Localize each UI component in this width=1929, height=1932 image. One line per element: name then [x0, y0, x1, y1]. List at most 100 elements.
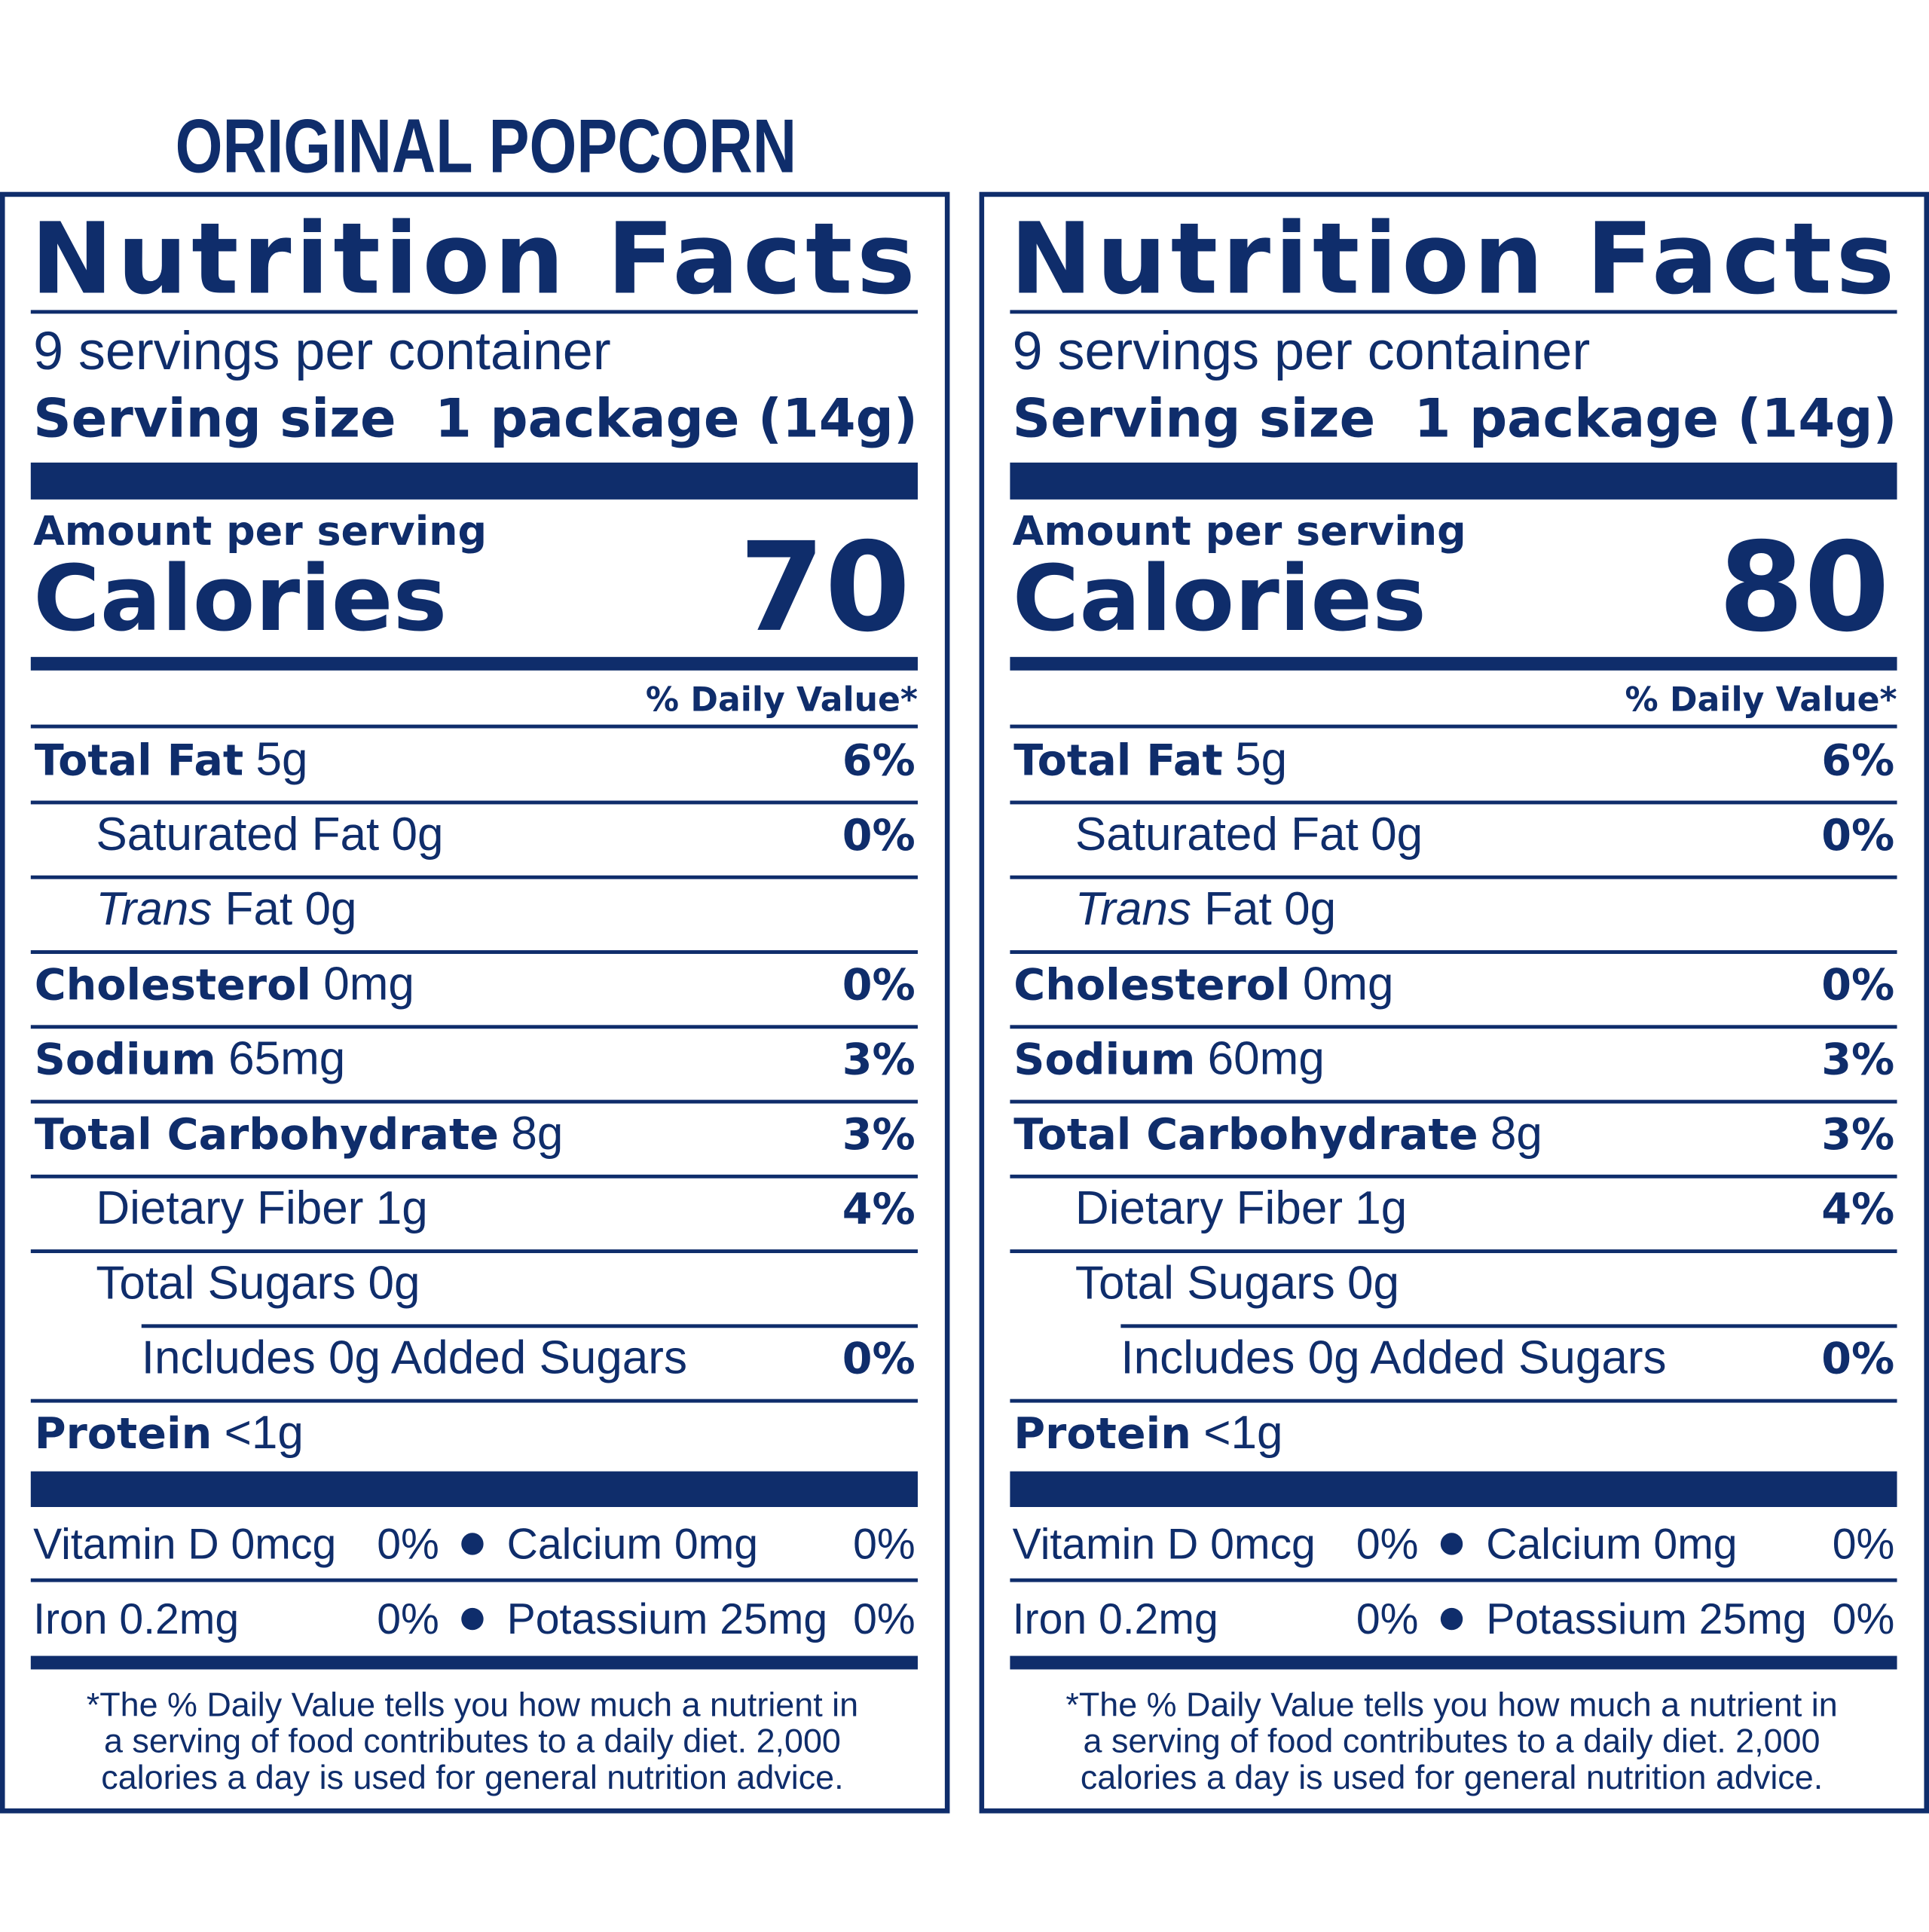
nutrient-amount: 1g: [376, 1182, 428, 1234]
nutrient-amount: 1g: [1355, 1182, 1407, 1234]
rule: [30, 1578, 918, 1582]
rule: [1010, 310, 1897, 314]
rule: [30, 656, 918, 671]
nutrient-name: Cholesterol: [35, 960, 311, 1010]
serving-size-label: Serving size: [33, 388, 396, 450]
bullet: [1440, 1607, 1463, 1631]
rule: [30, 724, 918, 729]
vitamin-name: Vitamin D 0mcg: [33, 1521, 336, 1569]
nutrient: Sodium 60mg: [1013, 1033, 1325, 1085]
rule: [1010, 1471, 1897, 1507]
nutrient: Total Sugars 0g: [96, 1257, 420, 1309]
vitamin-name: Iron 0.2mg: [33, 1595, 239, 1643]
nutrient: Total Sugars 0g: [1075, 1257, 1399, 1309]
vitamin-dv: 0%: [853, 1595, 916, 1643]
bullet: [461, 1607, 484, 1631]
nutrient-name: Saturated Fat: [1075, 809, 1359, 861]
nutrient: Total Carbohydrate 8g: [1013, 1108, 1542, 1160]
nutrient-dv: 6%: [842, 736, 916, 786]
calories-label: Calories: [1013, 546, 1426, 652]
nutrient-amount: 0g: [1284, 883, 1336, 935]
nutrient-name: Total Fat: [1013, 736, 1222, 786]
vitamin-name: Potassium 25mg: [1486, 1595, 1806, 1643]
nutrient-name: Dietary Fiber: [1075, 1182, 1343, 1234]
vitamin-name: Calcium 0mg: [507, 1521, 758, 1569]
nutrient-dv: 3%: [842, 1110, 916, 1160]
nutrient-dv: 3%: [842, 1035, 916, 1085]
rule: [30, 1099, 918, 1104]
nutrient-dv: 4%: [842, 1185, 916, 1234]
footnote: *The % Daily Value tells you how much a …: [1065, 1686, 1837, 1724]
heading: Nutrition Facts: [1010, 202, 1894, 316]
nutrient-name: Sodium: [1013, 1035, 1195, 1085]
nutrient: Trans Fat 0g: [1075, 883, 1336, 935]
nutrient: Cholesterol 0mg: [35, 958, 414, 1010]
nutrient-name: Saturated Fat: [96, 809, 379, 861]
nutrient-dv: 0%: [1821, 1334, 1894, 1384]
vitamin-dv: 0%: [377, 1521, 439, 1569]
panel-border: [0, 191, 950, 1814]
servings: 9 servings per container: [33, 321, 611, 381]
vitamin-name: Vitamin D 0mcg: [1013, 1521, 1316, 1569]
vitamin-dv: 0%: [1833, 1521, 1895, 1569]
rule: [1010, 462, 1897, 500]
rule: [30, 1174, 918, 1178]
footnote: *The % Daily Value tells you how much a …: [87, 1686, 858, 1724]
rule: [1010, 875, 1897, 879]
nutrient-qualifier: Trans: [1075, 883, 1191, 935]
rule: [30, 1471, 918, 1507]
nutrient-amount: 8g: [511, 1108, 563, 1160]
vitamin-dv: 0%: [1356, 1595, 1419, 1643]
nutrient-name: Total Sugars: [96, 1257, 356, 1309]
nutrient: Dietary Fiber 1g: [96, 1182, 427, 1234]
product-title: ORIGINAL POPCORN: [176, 104, 796, 189]
nutrient: Protein <1g: [1013, 1407, 1282, 1459]
serving-size-label: Serving size: [1013, 388, 1376, 450]
nutrient-dv: 0%: [842, 1334, 916, 1384]
nutrient-dv: 6%: [1821, 736, 1894, 786]
nutrient-name: Includes 0g Added Sugars: [1120, 1332, 1666, 1384]
daily-value-header: % Daily Value*: [1625, 681, 1897, 720]
nutrient-dv: 4%: [1821, 1185, 1894, 1234]
nutrient-amount: 8g: [1490, 1108, 1542, 1160]
vitamin-name: Iron 0.2mg: [1013, 1595, 1218, 1643]
nutrient: Trans Fat 0g: [96, 883, 356, 935]
rule: [30, 950, 918, 954]
nutrient-name: Dietary Fiber: [96, 1182, 363, 1234]
nutrient-qualifier: Trans: [96, 883, 212, 935]
nutrient-amount: 0mg: [323, 958, 414, 1010]
servings: 9 servings per container: [1013, 321, 1591, 381]
rule: [30, 1399, 918, 1403]
vitamin-name: Calcium 0mg: [1486, 1521, 1737, 1569]
footnote: calories a day is used for general nutri…: [1081, 1758, 1823, 1796]
panel-border: [979, 191, 1929, 1814]
rule: [1010, 1578, 1897, 1582]
bullet: [1440, 1533, 1463, 1555]
nutrient-dv: 3%: [1821, 1110, 1894, 1160]
nutrient-amount: 0g: [368, 1257, 420, 1309]
nutrient-name: Fat: [225, 883, 293, 935]
space: [1191, 883, 1204, 935]
nutrient-dv: 0%: [842, 960, 916, 1010]
space: [212, 883, 225, 935]
footnote: a serving of food contributes to a daily…: [104, 1722, 841, 1760]
nutrient-dv: 3%: [1821, 1035, 1894, 1085]
nutrient-amount: 65mg: [228, 1033, 345, 1085]
rule: [1010, 724, 1897, 729]
bullet: [461, 1533, 484, 1555]
amount-per-serving: Amount per serving: [33, 507, 487, 555]
vitamin-name: Potassium 25mg: [507, 1595, 827, 1643]
nutrient-dv: 0%: [1821, 960, 1894, 1010]
rule: [1010, 656, 1897, 671]
amount-per-serving: Amount per serving: [1013, 507, 1466, 555]
heading: Nutrition Facts: [31, 202, 916, 316]
nutrient-amount: <1g: [225, 1407, 304, 1459]
nutrient-dv: 0%: [1821, 811, 1894, 861]
vitamin-dv: 0%: [377, 1595, 439, 1643]
nutrient: Sodium 65mg: [35, 1033, 346, 1085]
nutrient-name: Includes 0g Added Sugars: [142, 1332, 687, 1384]
vitamin-dv: 0%: [1356, 1521, 1419, 1569]
calories: 80: [1719, 515, 1890, 659]
nutrient: Total Carbohydrate 8g: [35, 1108, 564, 1160]
